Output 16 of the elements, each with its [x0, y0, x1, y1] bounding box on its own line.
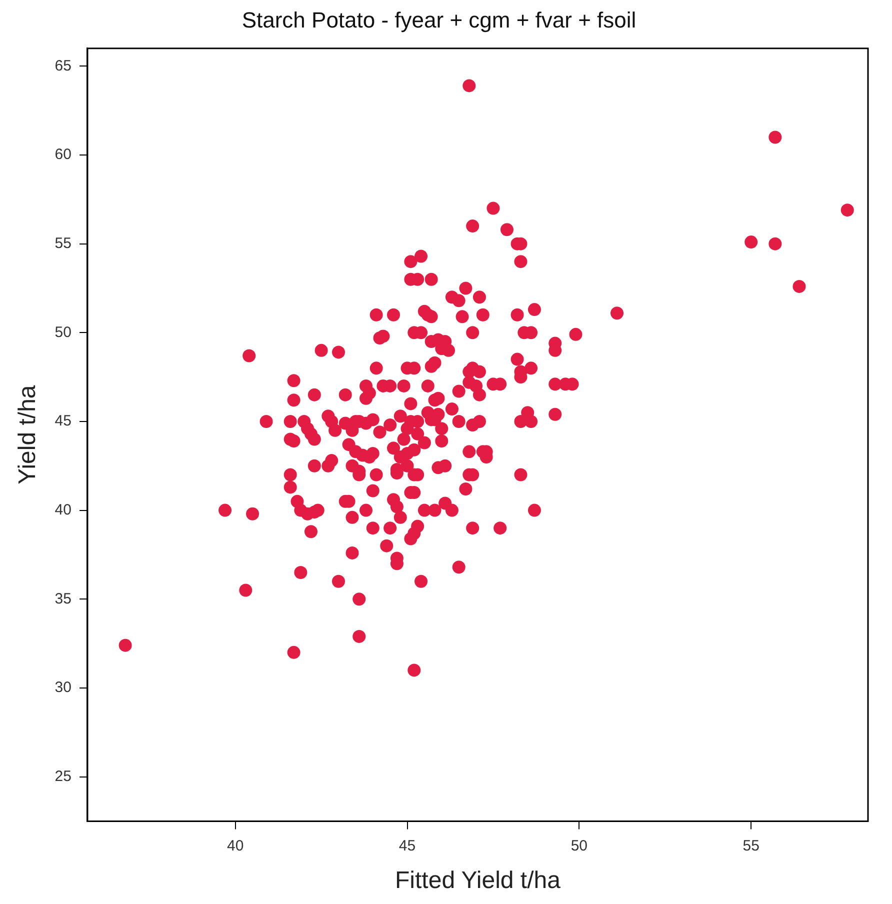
- y-tick-label: 50: [54, 324, 72, 341]
- y-tick-label: 35: [54, 590, 72, 608]
- y-tick-label: 25: [54, 768, 72, 785]
- y-axis-title: Yield t/ha: [14, 384, 42, 484]
- x-axis-title: Fitted Yield t/ha: [395, 867, 562, 894]
- x-tick-label: 40: [226, 837, 244, 854]
- y-tick-label: 55: [54, 234, 72, 252]
- x-tick-label: 50: [570, 837, 588, 854]
- y-tick-label: 60: [54, 146, 72, 164]
- y-tick-label: 40: [54, 501, 72, 518]
- chart-title: Starch Potato - fyear + cgm + fvar + fsoil: [242, 7, 636, 32]
- y-tick-label: 65: [54, 57, 72, 74]
- y-tick-label: 45: [54, 412, 72, 430]
- x-tick-label: 55: [742, 837, 760, 854]
- y-tick-label: 30: [54, 679, 72, 696]
- x-tick-label: 45: [398, 837, 416, 854]
